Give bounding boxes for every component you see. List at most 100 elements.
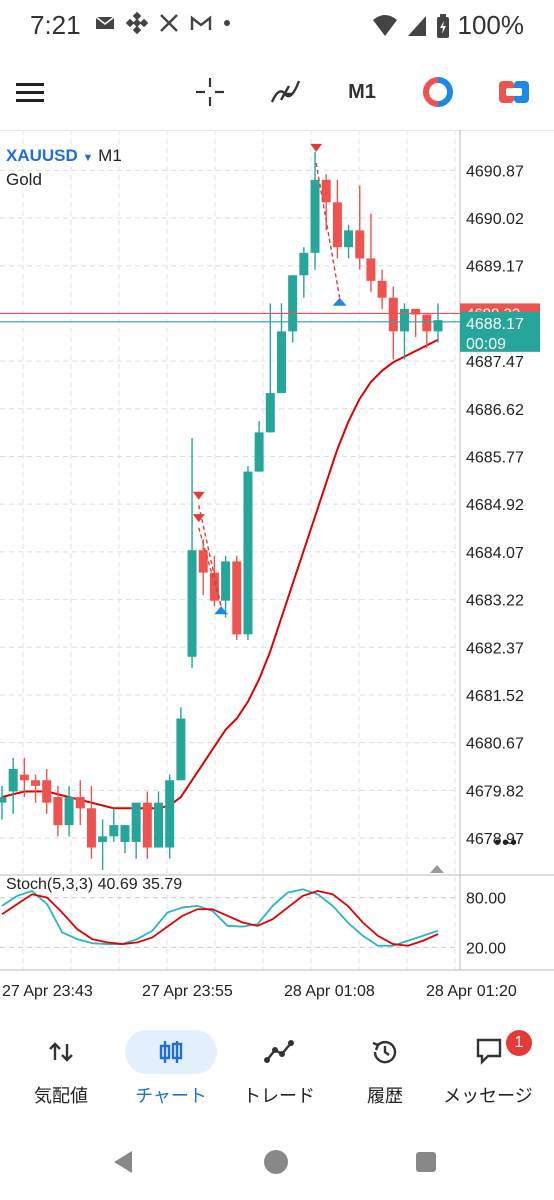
binance-icon (126, 12, 148, 34)
candle-body (265, 393, 275, 433)
candle-body (243, 471, 253, 635)
symbol-header: XAUUSD ▼ M1 (6, 146, 122, 166)
symbol-name[interactable]: XAUUSD (6, 146, 78, 165)
candle-body (299, 252, 309, 276)
candle-body (422, 314, 432, 332)
wifi-icon (372, 14, 397, 36)
stoch-label: Stoch(5,3,3) 40.69 35.79 (6, 876, 183, 893)
ma-line (1, 338, 439, 810)
candle-body (176, 718, 186, 781)
recents-icon[interactable] (414, 1150, 438, 1174)
back-icon[interactable] (110, 1148, 136, 1176)
price-tick-label: 4686.62 (466, 402, 524, 419)
symbol-description: Gold (6, 170, 42, 189)
status-time: 7:21 (30, 10, 81, 40)
battery-icon (436, 13, 449, 38)
crosshair-icon (196, 78, 224, 106)
quotes-arrows-icon (49, 1042, 73, 1062)
price-axis: 4690.87 4690.02 4689.17 4687.47 4686.62 4685.… (430, 163, 524, 873)
price-tick-label: 4690.87 (466, 163, 524, 180)
signal-icon (407, 15, 426, 36)
stochastic-panel: 80.00 20.00 (0, 874, 554, 971)
menu-button[interactable] (8, 70, 52, 114)
chart-grid (0, 129, 554, 970)
indicators-button[interactable] (264, 70, 308, 114)
countdown-label: 00:09 (466, 336, 506, 353)
candle-body (377, 280, 387, 298)
time-tick-label: 28 Apr 01:08 (284, 983, 375, 1000)
candle-body (53, 797, 63, 826)
candle-body (0, 797, 7, 803)
candle-body (86, 808, 96, 848)
crosshair-button[interactable] (188, 70, 232, 114)
candle-body (19, 774, 29, 781)
timeframe-label: M1 (348, 80, 376, 103)
notification-icons (94, 12, 232, 34)
price-tick-label: 4679.82 (466, 783, 524, 800)
candle-body (120, 825, 130, 842)
candle-body (232, 561, 242, 635)
time-tick-label: 27 Apr 23:43 (2, 983, 93, 1000)
time-tick-label: 28 Apr 01:20 (426, 983, 517, 1000)
bottom-navigation: 気配値 チャート トレード 履歴 1 メッセージ (0, 1020, 554, 1120)
nav-messages-label: メッセージ (443, 1086, 533, 1106)
candle-body (388, 297, 398, 332)
nav-chart-label: チャート (135, 1086, 207, 1106)
candle-body (433, 320, 443, 332)
price-tick-label: 4684.07 (466, 545, 524, 562)
current-price-label: 4688.17 (466, 316, 524, 333)
candle-body (154, 802, 164, 848)
bid-price-tag (460, 311, 540, 352)
nav-history[interactable]: 履歴 (330, 1030, 440, 1120)
home-icon[interactable] (262, 1148, 290, 1176)
nav-messages[interactable]: 1 メッセージ (436, 1030, 546, 1120)
trade-circle-icon (423, 77, 453, 107)
candle-body (321, 179, 331, 203)
candle-body (310, 179, 320, 253)
history-clock-icon (372, 1040, 397, 1064)
stoch-main-line (1, 888, 439, 947)
timeframe-button[interactable]: M1 (340, 70, 384, 114)
one-click-trading-button[interactable] (416, 70, 460, 114)
message-bubble-icon (476, 1038, 502, 1065)
buy-arrow-icon (332, 297, 347, 306)
candle-body (332, 202, 342, 248)
price-tick-label: 4689.17 (466, 259, 524, 276)
system-navigation (0, 1130, 554, 1200)
candle-body (254, 432, 264, 472)
price-tick-label: 4680.67 (466, 736, 524, 753)
scroll-end-icon (430, 865, 444, 873)
candle-body (187, 550, 197, 657)
price-tick-label: 4683.22 (466, 593, 524, 610)
nav-trade[interactable]: トレード (224, 1030, 334, 1120)
symbol-dropdown-icon[interactable]: ▼ (82, 152, 94, 164)
nav-quotes[interactable]: 気配値 (6, 1030, 116, 1120)
price-tick-label: 4682.37 (466, 640, 524, 657)
stoch-level-label: 20.00 (466, 940, 506, 957)
trade-link (315, 162, 341, 298)
candle-body (209, 572, 219, 601)
chart-toolbar: M1 (0, 60, 554, 124)
candle-body (411, 308, 421, 315)
trade-panel-icon (499, 81, 529, 103)
x-icon (160, 14, 178, 32)
candle-body (355, 230, 365, 259)
nav-chart[interactable]: チャート (116, 1030, 226, 1120)
candle-body (98, 836, 108, 842)
mail-icon (95, 16, 115, 29)
more-options-button[interactable]: ••• (494, 832, 519, 854)
price-tick-label: 4690.02 (466, 211, 524, 228)
candle-body (165, 780, 175, 848)
candles (0, 151, 443, 870)
candle-body (142, 802, 152, 848)
sell-arrow-icon (192, 514, 205, 523)
price-tick-label: 4684.92 (466, 497, 524, 514)
chart-candles-icon (159, 1041, 183, 1063)
candle-body (31, 780, 41, 786)
trade-panel-button[interactable] (492, 70, 536, 114)
nav-history-label: 履歴 (367, 1086, 403, 1106)
candle-body (131, 802, 141, 842)
candle-body (75, 797, 85, 809)
